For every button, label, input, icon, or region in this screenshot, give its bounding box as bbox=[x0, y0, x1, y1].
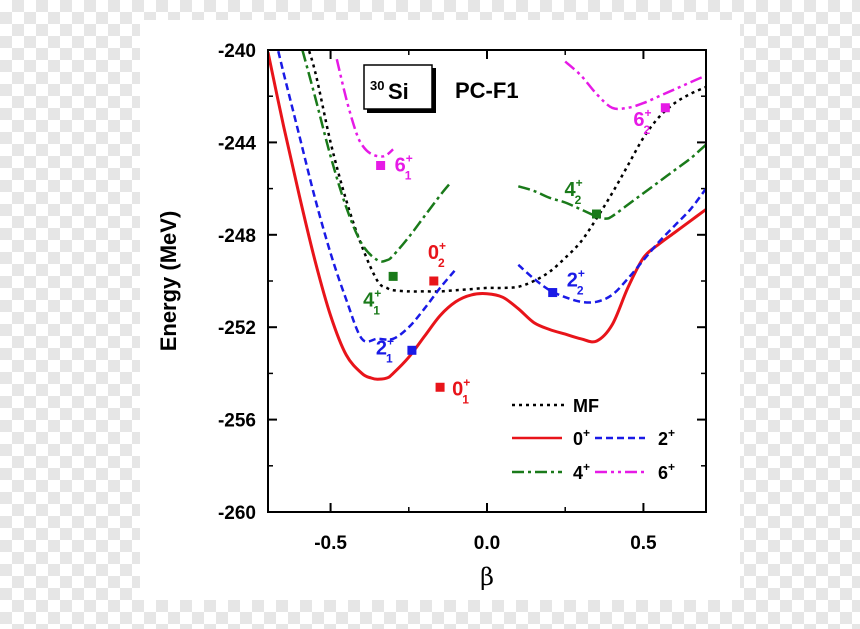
y-tick-label: -244 bbox=[218, 133, 256, 154]
legend-label-2: 2+ bbox=[658, 426, 675, 449]
level-label-m61: 6+ 1 bbox=[395, 152, 413, 183]
axis-ticks: -240 -244 -248 -252 -256 -260 -0.5 0.0 0.5 bbox=[218, 41, 706, 554]
level-label-m02: 0+ 2 bbox=[428, 239, 446, 270]
legend-label-6: 6+ bbox=[658, 460, 675, 483]
series-line-j0 bbox=[268, 51, 706, 381]
level-marker-m01 bbox=[435, 382, 445, 392]
level-label-m62: 6+ 2 bbox=[633, 106, 651, 137]
y-tick-label: -240 bbox=[218, 41, 256, 62]
y-tick-label: -248 bbox=[218, 226, 256, 247]
nucleus-mass: 30 bbox=[370, 78, 384, 93]
x-axis-label: β bbox=[480, 563, 494, 591]
series-line-j4a bbox=[301, 50, 451, 263]
legend-label-0: 0+ bbox=[573, 426, 590, 449]
legend-label-4: 4+ bbox=[573, 460, 590, 483]
series-line-j2b bbox=[517, 187, 706, 304]
x-tick-label: 0.0 bbox=[474, 533, 500, 554]
level-marker-m62 bbox=[660, 103, 670, 113]
series-layer bbox=[268, 50, 706, 381]
y-tick-label: -256 bbox=[218, 411, 256, 432]
level-labels: 0+ 1 0+ 2 2+ 1 2+ 2 4+ 1 4+ 2 6+ 1 6+ 2 bbox=[363, 106, 651, 407]
plot-frame bbox=[267, 49, 707, 513]
series-line-mf bbox=[307, 50, 706, 293]
level-label-m42: 4+ 2 bbox=[565, 176, 583, 207]
marker-layer bbox=[376, 103, 670, 392]
y-tick-label: -252 bbox=[218, 318, 256, 339]
legend: MF 0+ 2+ 4+ 6+ bbox=[512, 396, 675, 483]
level-marker-m41 bbox=[388, 271, 398, 281]
series-line-j6b bbox=[564, 60, 706, 111]
level-marker-m21 bbox=[407, 345, 417, 355]
series-line-j6a bbox=[335, 58, 394, 158]
level-label-m41: 4+ 1 bbox=[363, 286, 381, 317]
series-line-j2a bbox=[276, 50, 457, 343]
y-axis-label: Energy (MeV) bbox=[156, 211, 181, 352]
level-marker-m61 bbox=[376, 161, 386, 170]
series-line-j4b bbox=[517, 143, 706, 220]
nucleus-badge: 30 Si bbox=[363, 64, 436, 113]
level-label-m22: 2+ 2 bbox=[567, 267, 585, 298]
x-tick-label: 0.5 bbox=[630, 533, 657, 554]
level-marker-m02 bbox=[429, 276, 439, 286]
y-tick-label: -260 bbox=[218, 503, 256, 524]
level-marker-m42 bbox=[592, 209, 601, 219]
legend-label-MF: MF bbox=[573, 396, 599, 416]
chart-title: PC-F1 bbox=[455, 78, 519, 103]
plot-background bbox=[140, 20, 740, 600]
level-marker-m22 bbox=[548, 288, 558, 298]
x-tick-label: -0.5 bbox=[314, 533, 347, 554]
level-label-m21: 2+ 1 bbox=[376, 334, 394, 365]
nucleus-element: Si bbox=[388, 79, 409, 104]
level-label-m01: 0+ 1 bbox=[452, 375, 470, 406]
